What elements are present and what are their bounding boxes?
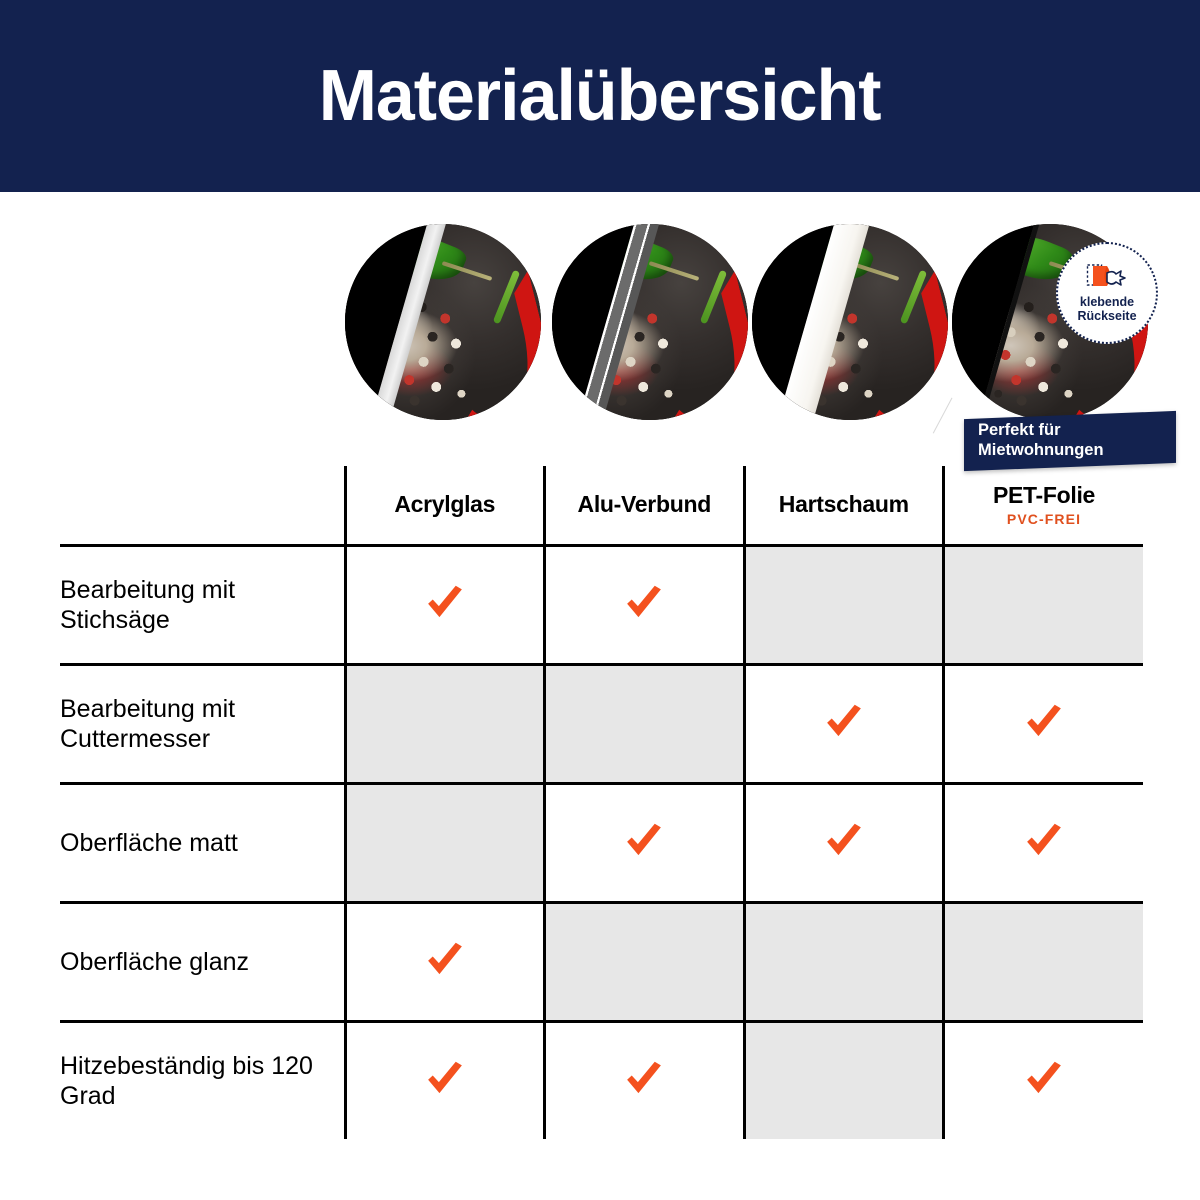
cell-r1-c3	[942, 664, 1143, 785]
badge-line-1: klebende	[1079, 295, 1135, 309]
check-icon	[427, 585, 462, 617]
cell-r0-c1	[543, 545, 744, 666]
material-comparison-table: Acrylglas Alu-Verbund Hartschaum PET-Fol…	[60, 466, 1143, 1139]
material-edge-hartschaum	[752, 224, 948, 420]
cell-r1-c1	[543, 664, 744, 785]
row-label: Oberfläche matt	[60, 783, 345, 904]
table-row: Bearbeitung mit Stichsäge	[60, 545, 1143, 666]
check-icon	[1027, 823, 1061, 855]
check-icon	[826, 704, 861, 736]
material-edge-alu-verbund	[552, 224, 748, 420]
table-row: Oberfläche glanz	[60, 902, 1143, 1023]
check-icon	[627, 823, 662, 855]
table-header-row: Acrylglas Alu-Verbund Hartschaum PET-Fol…	[60, 466, 1143, 547]
row-label: Oberfläche glanz	[60, 902, 345, 1023]
product-circle-image	[345, 224, 541, 420]
check-icon	[1027, 704, 1061, 736]
sticky-back-badge: klebende Rückseite	[1056, 242, 1158, 344]
cell-r1-c2	[742, 664, 944, 785]
badge-line-2: Rückseite	[1077, 309, 1137, 323]
badge-text: klebende Rückseite	[1077, 295, 1136, 323]
cell-r0-c0	[343, 545, 545, 666]
check-icon	[427, 942, 462, 974]
column-header-sublabel: PVC-FREI	[1006, 511, 1082, 528]
cell-r2-c2	[742, 783, 944, 904]
product-thumbnail-acrylglas[interactable]	[345, 224, 541, 420]
row-label: Bearbeitung mit Cuttermesser	[60, 664, 345, 785]
check-icon	[427, 1061, 462, 1093]
column-header-pet-folie: PET-Folie PVC-FREI	[942, 466, 1143, 547]
material-edge-acrylglas	[345, 224, 541, 420]
table-body: Bearbeitung mit Stichsäge Bearbeitung mi…	[60, 545, 1143, 1139]
product-circle-image	[552, 224, 748, 420]
table-row: Oberfläche matt	[60, 783, 1143, 904]
column-header-label: Acrylglas	[394, 491, 496, 518]
table-row: Hitzebeständig bis 120 Grad	[60, 1021, 1143, 1139]
cell-r0-c2	[742, 545, 944, 666]
cell-r4-c1	[543, 1021, 744, 1139]
column-header-label: PET-Folie	[992, 481, 1096, 508]
check-icon	[1027, 1061, 1061, 1093]
ribbon-line-2: Mietwohnungen	[978, 440, 1104, 459]
cell-r3-c1	[543, 902, 744, 1023]
cell-r2-c3	[942, 783, 1143, 904]
check-icon	[627, 1061, 662, 1093]
cell-r2-c1	[543, 783, 744, 904]
cell-r4-c2	[742, 1021, 944, 1139]
product-thumbnail-alu-verbund[interactable]	[552, 224, 748, 420]
row-label: Bearbeitung mit Stichsäge	[60, 545, 345, 666]
column-header-label: Hartschaum	[778, 491, 909, 518]
cell-r3-c3	[942, 902, 1143, 1023]
column-header-acrylglas: Acrylglas	[343, 466, 545, 547]
check-icon	[826, 823, 861, 855]
check-icon	[627, 585, 662, 617]
cell-r3-c0	[343, 902, 545, 1023]
cell-r3-c2	[742, 902, 944, 1023]
column-header-alu-verbund: Alu-Verbund	[543, 466, 744, 547]
cell-r0-c3	[942, 545, 1143, 666]
cell-r4-c0	[343, 1021, 545, 1139]
product-circle-image	[752, 224, 948, 420]
cell-r4-c3	[942, 1021, 1143, 1139]
product-thumbnail-hartschaum[interactable]	[752, 224, 948, 420]
product-image-row	[0, 192, 1200, 457]
rental-ribbon: Perfekt für Mietwohnungen	[964, 410, 1176, 472]
column-header-label: Alu-Verbund	[577, 491, 712, 518]
row-label: Hitzebeständig bis 120 Grad	[60, 1051, 313, 1111]
ribbon-line-1: Perfekt für	[978, 421, 1061, 439]
page-header: Materialübersicht	[0, 0, 1200, 192]
cell-r2-c0	[343, 783, 545, 904]
cell-r1-c0	[343, 664, 545, 785]
peel-sticker-icon	[1086, 264, 1126, 286]
table-row: Bearbeitung mit Cuttermesser	[60, 664, 1143, 785]
column-header-hartschaum: Hartschaum	[742, 466, 944, 547]
page-title: Materialübersicht	[319, 56, 882, 136]
header-corner-blank	[60, 466, 345, 547]
